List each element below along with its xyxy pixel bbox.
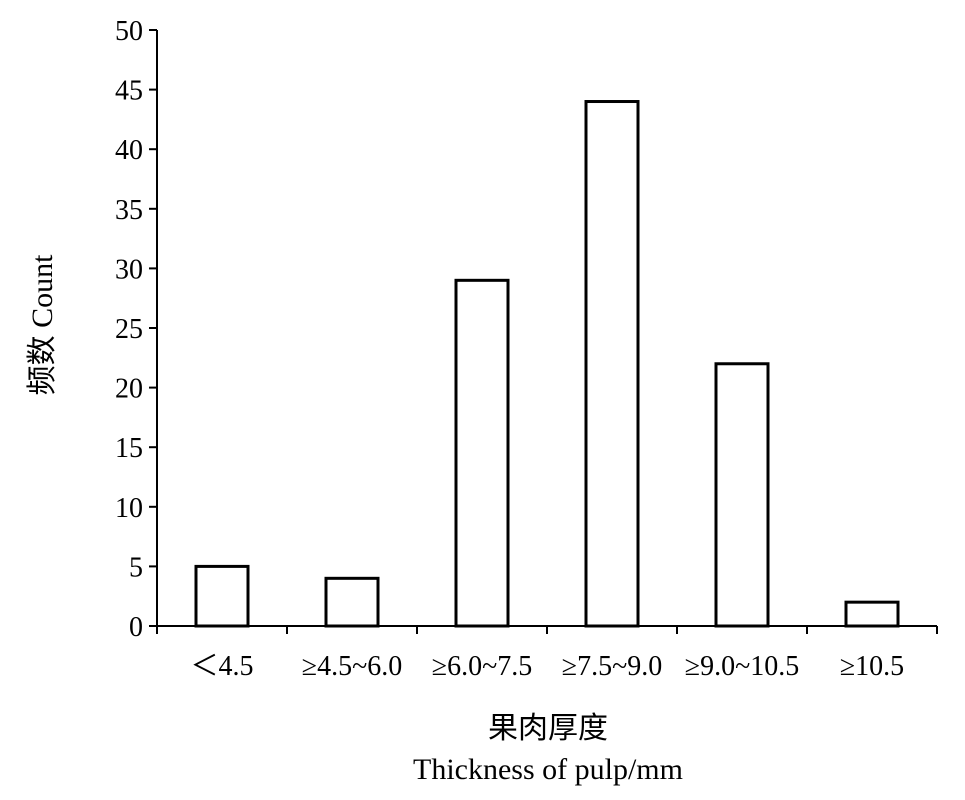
y-tick-label: 10 <box>115 493 143 524</box>
x-tick-label: ＜4.5 <box>190 651 253 682</box>
bar-2 <box>454 278 510 628</box>
y-tick-label: 0 <box>129 612 143 643</box>
y-tick-label: 40 <box>115 135 143 166</box>
bar-3 <box>584 100 640 628</box>
y-tick-label: 5 <box>129 552 143 583</box>
x-tick-label: ≥9.0~10.5 <box>685 651 800 682</box>
y-axis-ticks: 0 5 10 15 20 25 30 35 40 45 50 <box>115 16 157 643</box>
y-tick-label: 30 <box>115 254 143 285</box>
bar-4 <box>714 362 770 628</box>
bar-0 <box>194 564 250 628</box>
x-tick-label: ≥4.5~6.0 <box>302 651 403 682</box>
x-tick-label: ≥10.5 <box>840 651 904 682</box>
x-axis-label: 果肉厚度 <box>488 712 608 745</box>
bars <box>194 100 900 628</box>
x-tick-label: ≥6.0~7.5 <box>432 651 533 682</box>
bar-1 <box>324 576 380 628</box>
x-tick-labels: ＜4.5 ≥4.5~6.0 ≥6.0~7.5 ≥7.5~9.0 ≥9.0~10.5 ≥10… <box>190 651 904 682</box>
y-axis-label: 频数 Count <box>26 254 59 396</box>
y-tick-label: 45 <box>115 76 143 107</box>
bar-5 <box>844 600 900 628</box>
y-tick-label: 35 <box>115 195 143 226</box>
y-tick-label: 25 <box>115 314 143 345</box>
y-tick-label: 50 <box>115 16 143 47</box>
y-tick-label: 20 <box>115 374 143 405</box>
y-tick-label: 15 <box>115 433 143 464</box>
x-axis-ticks <box>156 626 938 634</box>
x-axis-label-english: Thickness of pulp/mm <box>413 753 683 786</box>
x-tick-label: ≥7.5~9.0 <box>562 651 663 682</box>
